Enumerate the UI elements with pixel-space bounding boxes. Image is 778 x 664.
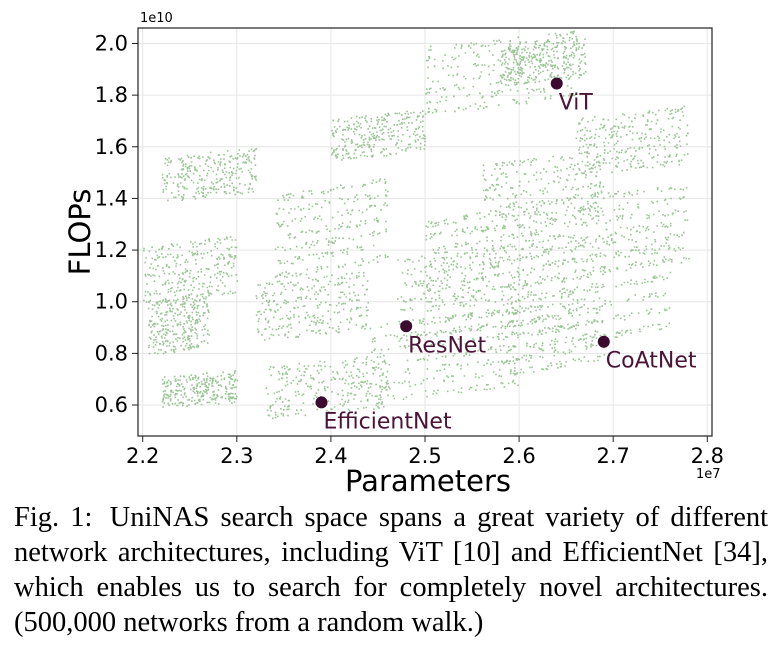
y-axis-label: FLOPs bbox=[63, 189, 97, 276]
x-tick-label: 2.5 bbox=[408, 444, 441, 468]
marker-vit bbox=[550, 77, 563, 90]
y-tick-label: 1.4 bbox=[95, 186, 128, 210]
figure-caption: Fig. 1: UniNAS search space spans a grea… bbox=[14, 500, 768, 640]
y-tick-label: 1.6 bbox=[95, 135, 128, 159]
caption-text: UniNAS search space spans a great variet… bbox=[14, 502, 769, 638]
x-tick-label: 2.2 bbox=[126, 444, 159, 468]
marker-coatnet bbox=[597, 335, 610, 348]
x-tick-label: 2.3 bbox=[220, 444, 253, 468]
chart-canvas: 2.2 2.3 2.4 2.5 2.6 2.7 2.8 0.6 0.8 1.0 1.2 1.4 1.6 1… bbox=[63, 11, 724, 498]
y-tick-label: 0.6 bbox=[95, 393, 128, 417]
scatter-chart: 2.2 2.3 2.4 2.5 2.6 2.7 2.8 0.6 0.8 1.0 1.2 1.4 1.6 1… bbox=[63, 11, 724, 498]
y-tick-label: 1.2 bbox=[95, 238, 128, 262]
label-coatnet: CoAtNet bbox=[606, 349, 697, 374]
marker-efficientnet bbox=[315, 396, 328, 409]
axis-ticks: 2.2 2.3 2.4 2.5 2.6 2.7 2.8 0.6 0.8 1.0 1.2 1.4 1.6 1… bbox=[95, 31, 724, 468]
x-tick-label: 2.7 bbox=[596, 444, 629, 468]
x-tick-label: 2.6 bbox=[502, 444, 535, 468]
caption-figure-label: Fig. 1: bbox=[14, 502, 93, 533]
x-tick-label: 2.4 bbox=[314, 444, 347, 468]
y-exponent-label: 1e10 bbox=[140, 11, 173, 26]
y-tick-label: 0.8 bbox=[95, 341, 128, 365]
highlight-markers: ViT ResNet CoAtNet EfficientNet bbox=[315, 77, 697, 434]
marker-resnet bbox=[400, 320, 413, 333]
x-tick-label: 2.8 bbox=[691, 444, 724, 468]
y-tick-label: 1.8 bbox=[95, 83, 128, 107]
y-tick-label: 2.0 bbox=[95, 31, 128, 55]
x-axis-label: Parameters bbox=[345, 464, 511, 498]
y-tick-label: 1.0 bbox=[95, 290, 128, 314]
label-vit: ViT bbox=[559, 91, 594, 116]
label-resnet: ResNet bbox=[408, 333, 486, 358]
x-exponent-label: 1e7 bbox=[696, 467, 721, 482]
grid bbox=[138, 28, 712, 436]
label-efficientnet: EfficientNet bbox=[323, 409, 451, 434]
